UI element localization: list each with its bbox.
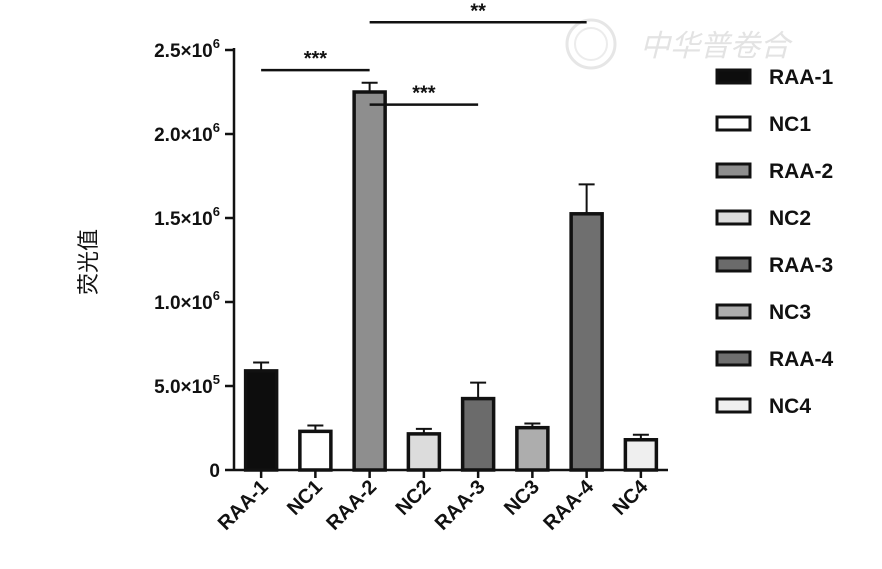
legend-item: RAA-4 [715,348,833,371]
legend-swatch [715,162,752,179]
y-tick-label: 1.0×106 [154,288,220,314]
y-tick-label: 5.0×105 [154,372,220,398]
x-tick-label: RAA-2 [322,476,381,535]
bar [623,438,659,472]
legend-item: RAA-2 [715,160,833,183]
x-tick-label: NC3 [500,476,544,520]
bar [515,425,550,472]
y-axis: 0 5.0×105 1.0×106 1.5×106 2.0×106 2.5×106 [154,36,236,482]
significance-label: *** [412,83,436,105]
legend-item: RAA-1 [715,66,833,89]
bar-group [352,81,387,472]
legend-swatch [715,209,752,226]
watermark: 中华普卷合 [565,18,793,70]
significance-brackets: ******** [261,0,587,106]
x-tick-label: NC1 [283,476,327,520]
x-tick-label: NC2 [392,476,436,520]
watermark-seal-icon [565,18,617,70]
legend-label: NC4 [769,395,811,418]
bars [243,81,659,472]
legend-swatch [715,68,752,85]
x-tick-label: NC4 [609,475,653,519]
bar-group [406,427,442,472]
legend-item: NC1 [715,113,811,136]
bar-group [569,183,604,472]
legend-swatch [715,303,752,320]
significance-label: *** [304,48,328,70]
legend-item: NC3 [715,301,811,324]
x-tick-label: RAA-1 [214,476,273,535]
legend-item: RAA-3 [715,254,833,277]
bar-group [460,381,496,472]
legend-swatch [715,115,752,132]
legend: RAA-1 NC1 RAA-2 NC2 RAA-3 NC3 RAA-4 NC4 [715,66,833,418]
legend-swatch [715,350,752,367]
bar-group [623,433,659,472]
legend-label: NC3 [769,301,811,324]
legend-label: NC1 [769,113,811,136]
bar-group [298,424,333,472]
legend-item: NC4 [715,395,811,418]
x-tick-label: RAA-3 [431,476,490,535]
bar [352,90,387,472]
significance-label: ** [470,0,486,22]
legend-swatch [715,397,752,414]
bar [569,212,604,472]
y-tick-label: 2.0×106 [154,120,220,146]
legend-label: RAA-3 [769,254,833,277]
y-tick-label: 0 [209,461,220,482]
bar [243,369,279,472]
bar-group [243,361,279,472]
legend-swatch [715,256,752,273]
legend-label: RAA-2 [769,160,833,183]
y-axis-label: 荧光值 [77,229,102,295]
y-tick-label: 2.5×106 [154,36,220,62]
bar-group [515,422,550,472]
legend-item: NC2 [715,207,811,230]
legend-label: RAA-1 [769,66,833,89]
x-tick-label: RAA-4 [539,475,598,534]
bar [460,396,496,472]
bar [406,432,442,472]
watermark-text: 中华普卷合 [640,29,793,64]
bar [298,429,333,472]
legend-label: RAA-4 [769,348,833,371]
legend-label: NC2 [769,207,811,230]
y-tick-label: 1.5×106 [154,204,220,230]
